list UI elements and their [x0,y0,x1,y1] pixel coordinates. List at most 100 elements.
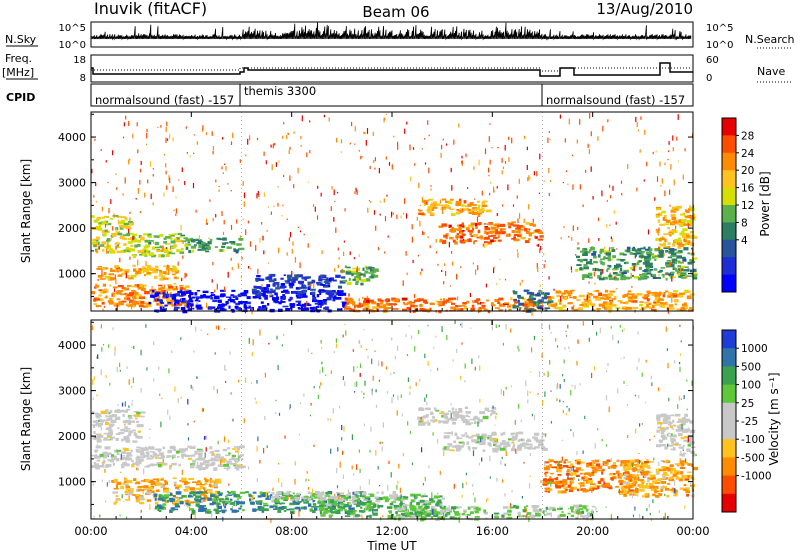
power-region-13 [547,289,695,313]
power-colorbar-swatch [722,187,736,206]
x-tick-label: 04:00 [175,524,208,538]
colorbar-tick-label: -100 [741,434,765,446]
cpid-segment-3: normalsound (fast) -157 [546,93,685,107]
velocity-colorbar-swatch [722,493,736,513]
time-x-axis: 00:00 04:00 08:00 12:00 16:00 20:00 00:00 [74,112,710,538]
x-tick-label: 00:00 [74,524,107,538]
colorbar-tick-label: -500 [741,452,765,464]
power-colorbar: 28 24 20 16 12 8 4 [721,117,755,293]
velocity-colorbar-swatch [722,439,736,458]
y-tick-label: 4000 [58,131,86,144]
velocity-colorbar-swatch [722,366,736,386]
colorbar-tick-label: 8 [741,217,748,229]
velocity-region-3 [111,477,222,505]
colorbar-tick-label: 100 [741,380,761,392]
power-region-14 [575,246,698,281]
velocity-region-6 [266,490,421,503]
colorbar-tick-label: 16 [741,183,755,195]
y-tick-label: 3000 [58,385,86,398]
power-colorbar-swatch [722,135,736,154]
velocity-colorbar-swatch [722,384,736,404]
velocity-y-label: Slant Range [km] [19,367,33,471]
y-tick-label: 2000 [58,430,86,443]
power-region-10 [418,198,492,217]
power-region-8 [339,265,379,286]
colorbar-tick-label: 24 [741,148,755,160]
freq-tick-bottom: 8 [80,73,86,84]
power-colorbar-swatch [722,274,736,293]
colorbar-tick-label: 20 [741,165,754,177]
power-sparse-echoes [91,113,695,316]
power-colorbar-label: Power [dB] [758,171,772,236]
nsearch-tick-bottom: 10^0 [706,40,733,51]
freq-tick-top: 18 [73,55,86,66]
power-region-11 [438,221,544,245]
nsky-trace [91,22,692,41]
velocity-region-2 [91,445,246,471]
y-tick-label: 1000 [58,476,86,489]
colorbar-tick-label: 4 [741,235,748,247]
cpid-strip: CPID normalsound (fast) -157 themis 3300… [6,83,694,107]
velocity-y-axis: 1000 2000 3000 4000 [58,321,693,505]
y-tick-label: 2000 [58,222,86,235]
date-title: 13/Aug/2010 [596,0,693,18]
velocity-region-7 [417,406,497,426]
velocity-region-11 [656,413,697,457]
velocity-region-1 [92,408,146,443]
power-colorbar-swatch [722,239,736,258]
velocity-panel: 1000 2000 3000 4000 Slant Range [km] 1000 50… [19,112,781,553]
nave-tick-bottom: 0 [706,73,712,84]
colorbar-tick-label: 500 [741,361,761,373]
velocity-colorbar-label: Velocity [m s⁻¹] [767,372,781,465]
power-heatmap [91,112,698,316]
power-colorbar-swatch [722,257,736,276]
velocity-heatmap [91,320,699,523]
velocity-colorbar-swatch [722,348,736,367]
nsearch-tick-top: 10^5 [706,23,733,34]
nave-label: Nave [757,65,785,78]
power-region-2 [91,215,137,254]
velocity-colorbar-swatch [722,475,736,495]
y-tick-label: 3000 [58,177,86,190]
nsky-strip: N.Sky 10^5 10^0 10^5 10^0 N.Search [5,21,795,51]
freq-label-1: Freq. [5,52,32,65]
power-colorbar-swatch [722,205,736,223]
velocity-colorbar-swatch [722,457,736,477]
freq-strip: Freq. [MHz] 18 8 60 0 Nave [2,52,792,84]
power-region-3 [131,232,186,259]
colorbar-tick-label: -1000 [741,471,772,483]
x-tick-label: 00:00 [676,524,709,538]
power-colorbar-swatch [722,152,736,171]
power-y-axis: 1000 2000 3000 4000 [58,113,693,297]
velocity-colorbar-swatch [722,421,736,440]
cpid-label: CPID [6,91,35,104]
x-tick-label: 12:00 [375,524,408,538]
velocity-colorbar: 1000 500 100 25 -25 -100 -500 -1000 [721,329,772,513]
power-region-5 [96,264,180,281]
velocity-region-8 [442,431,548,453]
power-region-15 [655,205,697,249]
nsky-tick-top: 10^5 [59,23,86,34]
freq-label-2: [MHz] [2,66,34,79]
cpid-segment-1: normalsound (fast) -157 [95,93,234,107]
power-region-7 [251,273,346,295]
velocity-region-10 [618,459,699,498]
colorbar-tick-label: 12 [741,200,754,212]
nsearch-label: N.Search [745,33,795,46]
nave-tick-top: 60 [706,55,719,66]
colorbar-tick-label: 28 [741,130,754,142]
nsky-tick-bottom: 10^0 [59,40,86,51]
colorbar-tick-label: 1000 [741,343,768,355]
nsky-trace-line [91,22,692,41]
nsky-label: N.Sky [5,33,37,46]
colorbar-tick-label: -25 [741,416,758,428]
x-tick-label: 20:00 [576,524,609,538]
power-y-label: Slant Range [km] [19,159,33,263]
beam-title: Beam 06 [362,3,429,21]
velocity-colorbar-swatch [722,330,736,349]
freq-trace [91,62,693,77]
velocity-colorbar-swatch [722,402,736,422]
power-colorbar-swatch [722,170,736,189]
y-tick-label: 1000 [58,268,86,281]
